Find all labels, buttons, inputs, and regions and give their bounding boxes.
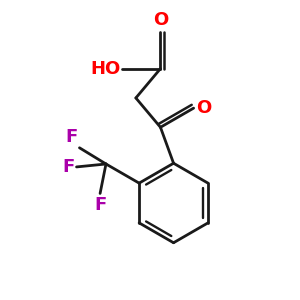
Text: O: O xyxy=(196,99,211,117)
Text: F: F xyxy=(65,128,77,146)
Text: F: F xyxy=(62,158,74,176)
Text: O: O xyxy=(153,11,168,29)
Text: HO: HO xyxy=(91,60,121,78)
Text: F: F xyxy=(94,196,106,214)
